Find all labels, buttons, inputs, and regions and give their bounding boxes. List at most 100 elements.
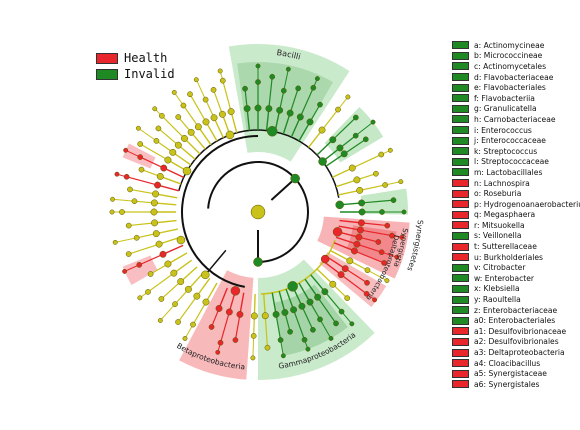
- branch-line: [278, 291, 286, 313]
- key-legend-label: s: Veillonella: [474, 231, 522, 241]
- cladogram-node: [306, 118, 314, 126]
- branch-line: [263, 293, 266, 316]
- cladogram-node: [218, 110, 226, 118]
- key-legend-swatch: [452, 306, 469, 315]
- cladogram-node: [184, 285, 192, 293]
- branch-line: [338, 225, 361, 231]
- cladogram-node: [358, 199, 366, 207]
- key-legend-item: q: Megasphaera: [452, 210, 580, 221]
- key-legend-item: a1: Desulfovibrionaceae: [452, 326, 580, 337]
- cladogram-node: [136, 262, 143, 268]
- key-legend-label: x: Klebsiella: [474, 284, 520, 294]
- cladogram-node: [287, 328, 293, 335]
- cladogram-node: [182, 335, 188, 341]
- cladogram-node: [310, 326, 316, 333]
- branch-line: [204, 249, 227, 276]
- cladogram-node: [285, 66, 291, 72]
- cladogram-node: [298, 302, 306, 310]
- branch-line: [324, 291, 343, 312]
- key-legend-item: a0: Enterobacteriales: [452, 315, 580, 326]
- branch-line: [335, 179, 358, 188]
- key-legend-item: e: Flavobacteriales: [452, 82, 580, 93]
- cladogram-node: [152, 230, 160, 238]
- cladogram-node: [131, 198, 138, 205]
- cladogram-node: [387, 147, 393, 153]
- cladogram-node: [180, 102, 187, 109]
- cladogram-node: [280, 353, 286, 359]
- branch-line: [128, 243, 160, 255]
- cladogram-node: [137, 154, 144, 160]
- branch-line: [239, 292, 245, 315]
- key-legend-label: a: Actinomycineae: [474, 40, 545, 50]
- branch-line: [343, 138, 367, 155]
- cladogram-node: [265, 105, 273, 113]
- key-legend-label: i: Enterococcus: [474, 125, 532, 135]
- cladogram-node: [362, 136, 369, 143]
- branch-line: [212, 89, 223, 115]
- cladogram-node: [375, 239, 382, 245]
- cladogram-node: [164, 156, 172, 164]
- key-legend-item: c: Actinomycetales: [452, 61, 580, 72]
- branch-line: [304, 278, 319, 298]
- branch-line: [340, 274, 367, 295]
- cladogram-node: [320, 254, 330, 264]
- key-legend-swatch: [452, 263, 469, 272]
- key-legend-swatch: [452, 316, 469, 325]
- key-legend-swatch: [452, 179, 469, 188]
- cladogram-node: [112, 239, 118, 245]
- cladogram-node: [193, 292, 201, 300]
- cladogram-node: [364, 267, 371, 274]
- key-legend-item: o: Roseburia: [452, 188, 580, 199]
- cladogram-node: [109, 209, 115, 215]
- branch-line: [354, 250, 385, 264]
- cladogram-node: [182, 166, 192, 176]
- branch-line: [282, 112, 291, 135]
- key-legend-label: c: Actinomycetales: [474, 61, 547, 71]
- branch-line: [154, 219, 177, 224]
- cladogram-node: [230, 286, 241, 296]
- branch-line: [173, 259, 193, 274]
- branch-line: [359, 184, 386, 191]
- branch-line: [126, 176, 158, 186]
- branch-line: [218, 287, 228, 309]
- key-legend-item: v: Citrobacter: [452, 262, 580, 273]
- key-legend-label: a6: Synergistales: [474, 379, 540, 389]
- cladogram-node: [114, 171, 120, 177]
- branch-line: [177, 295, 198, 323]
- key-legend-label: v: Citrobacter: [474, 263, 526, 273]
- cladogram-node: [125, 222, 132, 229]
- cladogram-node: [225, 308, 233, 316]
- branch-line: [128, 222, 155, 227]
- branch-line: [367, 269, 388, 281]
- cladogram-node: [318, 157, 327, 166]
- cladogram-node: [210, 114, 218, 122]
- branch-line: [192, 301, 207, 325]
- cladogram-node: [399, 234, 405, 240]
- key-legend-label: h: Carnobacteriaceae: [474, 114, 556, 124]
- legend-swatch: [96, 52, 118, 64]
- cladogram-node: [242, 85, 248, 92]
- key-legend-swatch: [452, 337, 469, 346]
- branch-line: [138, 253, 164, 266]
- key-legend-item: w: Enterobacter: [452, 273, 580, 284]
- key-legend-label: m: Lactobacillales: [474, 167, 543, 177]
- cladogram-node: [194, 123, 202, 131]
- key-legend-item: a3: Deltaproteobacteria: [452, 347, 580, 358]
- cladogram-node: [355, 233, 363, 241]
- key-legend-swatch: [452, 231, 469, 240]
- cladogram-node: [317, 101, 323, 108]
- cladogram-node: [338, 308, 345, 315]
- cladogram-node: [357, 219, 365, 227]
- cladogram-node: [287, 281, 298, 292]
- branch-line: [333, 242, 355, 252]
- key-legend-swatch: [452, 157, 469, 166]
- cladogram-node: [122, 268, 128, 274]
- branch-line: [139, 143, 169, 161]
- cladogram-node: [219, 77, 226, 84]
- key-legend-swatch: [452, 359, 469, 368]
- cladogram-node: [156, 172, 164, 180]
- branch-line: [180, 266, 198, 283]
- branch-line: [360, 229, 393, 237]
- cladogram-node: [389, 232, 395, 239]
- branch-line: [271, 292, 277, 315]
